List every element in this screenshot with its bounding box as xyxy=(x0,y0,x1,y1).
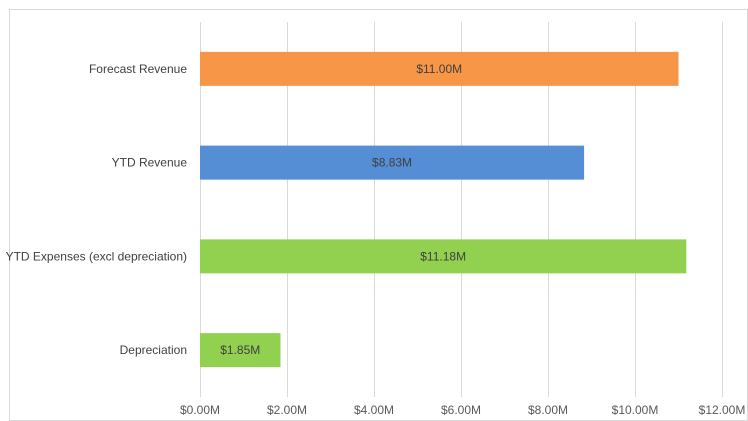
x-tick-label: $0.00M xyxy=(180,403,220,417)
x-tick-label: $10.00M xyxy=(612,403,659,417)
bar-4[interactable] xyxy=(200,333,281,368)
x-tick-label: $6.00M xyxy=(441,403,481,417)
x-tick-label: $12.00M xyxy=(699,403,746,417)
x-tick-label: $8.00M xyxy=(528,403,568,417)
data-label: $11.00M xyxy=(416,62,462,76)
category-label: YTD Revenue xyxy=(112,156,188,170)
data-label: $1.85M xyxy=(220,343,260,357)
category-label: YTD Expenses (excl depreciation) xyxy=(6,249,187,263)
bar-1[interactable] xyxy=(200,51,679,86)
category-label: Depreciation xyxy=(120,343,187,357)
data-label: $11.18M xyxy=(420,249,466,263)
x-tick-label: $2.00M xyxy=(267,403,307,417)
data-label: $8.83M xyxy=(372,156,412,170)
category-label: Forecast Revenue xyxy=(89,62,187,76)
x-tick-label: $4.00M xyxy=(354,403,394,417)
bar-2[interactable] xyxy=(200,145,585,180)
bar-3[interactable] xyxy=(200,239,687,274)
